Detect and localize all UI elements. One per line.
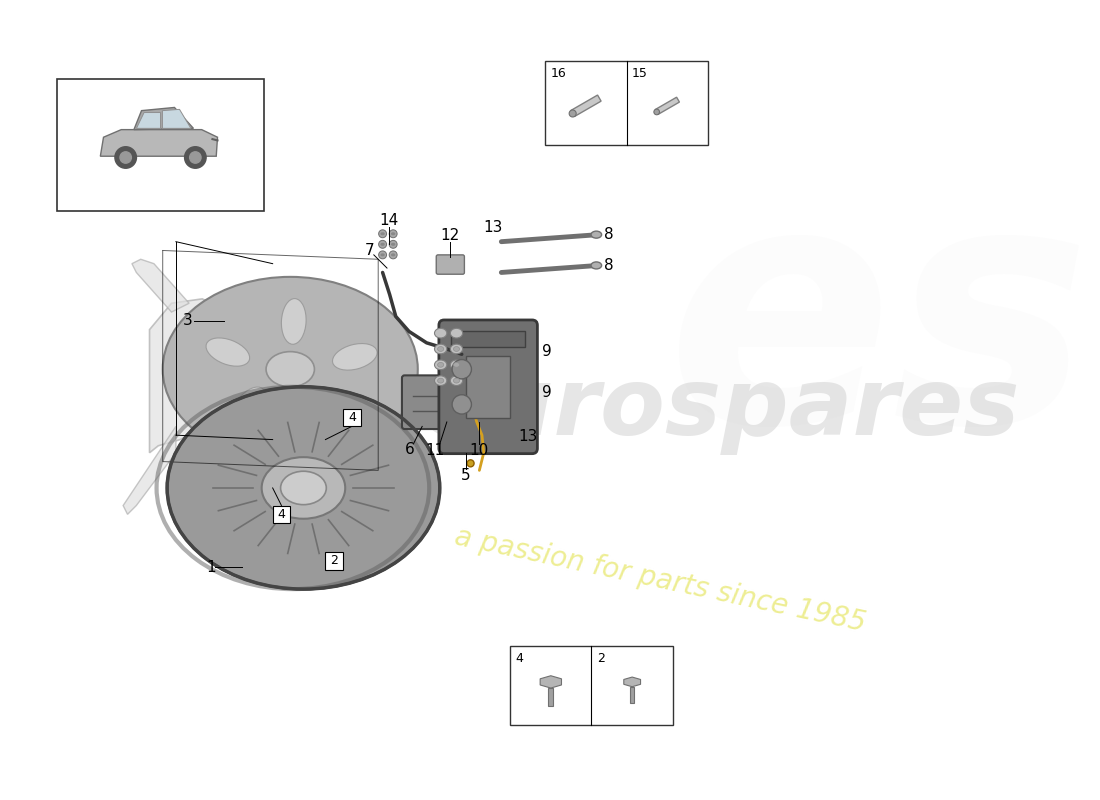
- Text: 8: 8: [604, 227, 614, 242]
- Ellipse shape: [438, 378, 443, 383]
- Circle shape: [189, 152, 201, 163]
- Ellipse shape: [434, 328, 447, 338]
- Ellipse shape: [453, 346, 460, 351]
- Bar: [57, 79, 264, 211]
- Text: 9: 9: [542, 344, 552, 359]
- Ellipse shape: [591, 262, 602, 269]
- Text: 14: 14: [379, 213, 398, 228]
- Ellipse shape: [390, 242, 395, 246]
- Text: 10: 10: [470, 442, 490, 458]
- Text: 8: 8: [604, 258, 614, 273]
- Text: 1: 1: [207, 560, 216, 574]
- Ellipse shape: [434, 360, 447, 370]
- Text: 4: 4: [277, 508, 285, 521]
- Ellipse shape: [332, 343, 377, 370]
- Text: eurospares: eurospares: [422, 362, 1020, 454]
- Text: 4: 4: [348, 411, 355, 424]
- Ellipse shape: [434, 376, 447, 386]
- Bar: [546, 62, 708, 145]
- Text: 13: 13: [483, 220, 503, 235]
- Polygon shape: [150, 299, 238, 453]
- Ellipse shape: [569, 110, 576, 117]
- Circle shape: [185, 146, 206, 168]
- Ellipse shape: [231, 387, 265, 426]
- Bar: [466, 356, 510, 418]
- Circle shape: [389, 230, 397, 238]
- Ellipse shape: [450, 376, 463, 386]
- Text: 15: 15: [632, 66, 648, 80]
- Ellipse shape: [381, 254, 385, 257]
- FancyBboxPatch shape: [439, 320, 538, 454]
- Bar: [343, 409, 361, 426]
- Ellipse shape: [438, 346, 443, 351]
- Polygon shape: [134, 107, 194, 130]
- Text: 4: 4: [516, 651, 524, 665]
- Polygon shape: [540, 676, 561, 688]
- Polygon shape: [163, 110, 191, 128]
- FancyBboxPatch shape: [437, 255, 464, 274]
- Ellipse shape: [390, 254, 395, 257]
- Ellipse shape: [266, 352, 315, 387]
- Text: 9: 9: [542, 386, 552, 401]
- Circle shape: [114, 146, 136, 168]
- Ellipse shape: [434, 344, 447, 354]
- Bar: [548, 688, 553, 706]
- Polygon shape: [136, 113, 161, 128]
- Ellipse shape: [653, 109, 660, 114]
- Ellipse shape: [468, 460, 474, 467]
- Ellipse shape: [453, 362, 460, 367]
- Ellipse shape: [453, 378, 460, 383]
- Polygon shape: [656, 97, 680, 114]
- Ellipse shape: [282, 298, 306, 344]
- Ellipse shape: [381, 242, 385, 246]
- Text: 5: 5: [461, 468, 471, 483]
- Ellipse shape: [452, 394, 472, 414]
- Ellipse shape: [262, 457, 345, 518]
- Ellipse shape: [169, 350, 218, 388]
- Text: es: es: [668, 168, 1092, 491]
- Circle shape: [120, 152, 131, 163]
- Ellipse shape: [438, 362, 443, 367]
- Polygon shape: [123, 426, 176, 514]
- Polygon shape: [132, 259, 189, 312]
- Ellipse shape: [450, 360, 463, 370]
- Text: 2: 2: [330, 554, 338, 567]
- Text: 11: 11: [425, 442, 444, 458]
- Text: 7: 7: [364, 243, 374, 258]
- Circle shape: [378, 230, 386, 238]
- Circle shape: [389, 251, 397, 259]
- Bar: [451, 331, 525, 347]
- Text: 6: 6: [405, 442, 415, 457]
- Ellipse shape: [381, 232, 385, 235]
- Text: 3: 3: [183, 314, 192, 328]
- Text: 12: 12: [441, 228, 460, 243]
- Ellipse shape: [390, 232, 395, 235]
- Text: 16: 16: [551, 66, 566, 80]
- Ellipse shape: [591, 231, 602, 238]
- FancyBboxPatch shape: [402, 375, 469, 429]
- Ellipse shape: [167, 387, 440, 589]
- Text: 13: 13: [518, 430, 538, 445]
- Polygon shape: [624, 677, 640, 686]
- Ellipse shape: [450, 328, 463, 338]
- Bar: [326, 552, 343, 570]
- Circle shape: [389, 240, 397, 248]
- Bar: [630, 686, 635, 702]
- Ellipse shape: [310, 389, 343, 430]
- Polygon shape: [100, 130, 218, 156]
- Ellipse shape: [163, 277, 418, 462]
- Bar: [273, 506, 290, 523]
- Ellipse shape: [206, 338, 250, 366]
- Text: a passion for parts since 1985: a passion for parts since 1985: [451, 523, 868, 638]
- Text: 2: 2: [597, 651, 605, 665]
- Bar: [510, 646, 673, 726]
- Ellipse shape: [280, 471, 327, 505]
- Circle shape: [378, 240, 386, 248]
- Ellipse shape: [452, 359, 472, 379]
- Ellipse shape: [450, 344, 463, 354]
- Circle shape: [378, 251, 386, 259]
- Polygon shape: [571, 95, 601, 117]
